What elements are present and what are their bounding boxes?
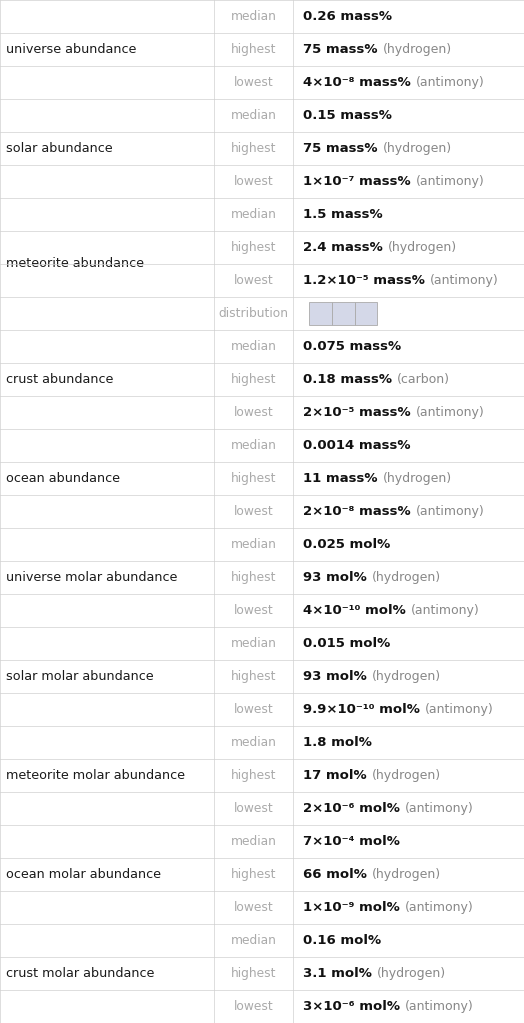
- Text: lowest: lowest: [234, 802, 274, 815]
- Text: 0.0014 mass%: 0.0014 mass%: [303, 439, 410, 452]
- Text: 75 mass%: 75 mass%: [303, 43, 377, 56]
- Text: lowest: lowest: [234, 901, 274, 914]
- Text: (hydrogen): (hydrogen): [372, 769, 441, 782]
- Text: 4×10⁻¹⁰ mol%: 4×10⁻¹⁰ mol%: [303, 604, 406, 617]
- Text: lowest: lowest: [234, 505, 274, 518]
- Text: 93 mol%: 93 mol%: [303, 571, 367, 584]
- Text: 11 mass%: 11 mass%: [303, 472, 377, 485]
- Text: median: median: [231, 934, 277, 947]
- Text: (antimony): (antimony): [430, 274, 499, 287]
- Text: crust abundance: crust abundance: [6, 373, 114, 386]
- Text: highest: highest: [231, 868, 276, 881]
- Text: (antimony): (antimony): [405, 901, 474, 914]
- Text: 0.075 mass%: 0.075 mass%: [303, 340, 401, 353]
- Text: (hydrogen): (hydrogen): [388, 241, 457, 254]
- Text: highest: highest: [231, 472, 276, 485]
- Text: 4×10⁻⁸ mass%: 4×10⁻⁸ mass%: [303, 76, 411, 89]
- Text: lowest: lowest: [234, 274, 274, 287]
- Text: highest: highest: [231, 142, 276, 155]
- Text: median: median: [231, 340, 277, 353]
- Text: median: median: [231, 736, 277, 749]
- Text: highest: highest: [231, 241, 276, 254]
- Text: universe molar abundance: universe molar abundance: [6, 571, 178, 584]
- Text: 2×10⁻⁶ mol%: 2×10⁻⁶ mol%: [303, 802, 400, 815]
- Text: lowest: lowest: [234, 703, 274, 716]
- Text: 3×10⁻⁶ mol%: 3×10⁻⁶ mol%: [303, 1000, 400, 1013]
- Text: 0.015 mol%: 0.015 mol%: [303, 637, 390, 650]
- Text: 17 mol%: 17 mol%: [303, 769, 366, 782]
- Text: lowest: lowest: [234, 76, 274, 89]
- Text: (antimony): (antimony): [416, 175, 485, 188]
- Text: 0.15 mass%: 0.15 mass%: [303, 109, 392, 122]
- Text: highest: highest: [231, 43, 276, 56]
- Text: median: median: [231, 10, 277, 23]
- Text: highest: highest: [231, 373, 276, 386]
- Text: 3.1 mol%: 3.1 mol%: [303, 967, 372, 980]
- Text: highest: highest: [231, 967, 276, 980]
- Text: universe abundance: universe abundance: [6, 43, 137, 56]
- Text: ocean molar abundance: ocean molar abundance: [6, 868, 161, 881]
- Text: solar molar abundance: solar molar abundance: [6, 670, 154, 683]
- Text: 0.18 mass%: 0.18 mass%: [303, 373, 392, 386]
- Text: 0.16 mol%: 0.16 mol%: [303, 934, 381, 947]
- Text: median: median: [231, 835, 277, 848]
- Text: highest: highest: [231, 571, 276, 584]
- Text: (hydrogen): (hydrogen): [372, 571, 441, 584]
- Text: median: median: [231, 439, 277, 452]
- Text: (antimony): (antimony): [425, 703, 494, 716]
- Text: ocean abundance: ocean abundance: [6, 472, 121, 485]
- Bar: [309, 302, 332, 325]
- Text: highest: highest: [231, 670, 276, 683]
- Text: lowest: lowest: [234, 406, 274, 419]
- Text: median: median: [231, 109, 277, 122]
- Text: (hydrogen): (hydrogen): [383, 142, 452, 155]
- Text: crust molar abundance: crust molar abundance: [6, 967, 155, 980]
- Text: (hydrogen): (hydrogen): [377, 967, 446, 980]
- Text: lowest: lowest: [234, 1000, 274, 1013]
- Text: median: median: [231, 637, 277, 650]
- Text: 1.5 mass%: 1.5 mass%: [303, 208, 383, 221]
- Text: meteorite abundance: meteorite abundance: [6, 258, 144, 270]
- Text: (hydrogen): (hydrogen): [372, 868, 441, 881]
- Text: median: median: [231, 208, 277, 221]
- Text: (antimony): (antimony): [416, 76, 485, 89]
- Text: 0.26 mass%: 0.26 mass%: [303, 10, 392, 23]
- Text: 2.4 mass%: 2.4 mass%: [303, 241, 383, 254]
- Text: 1.2×10⁻⁵ mass%: 1.2×10⁻⁵ mass%: [303, 274, 425, 287]
- Text: 0.025 mol%: 0.025 mol%: [303, 538, 390, 551]
- Text: (hydrogen): (hydrogen): [383, 43, 452, 56]
- Text: highest: highest: [231, 769, 276, 782]
- Text: distribution: distribution: [219, 307, 289, 320]
- Text: lowest: lowest: [234, 175, 274, 188]
- Text: 1×10⁻⁷ mass%: 1×10⁻⁷ mass%: [303, 175, 410, 188]
- Text: lowest: lowest: [234, 604, 274, 617]
- Text: (antimony): (antimony): [405, 802, 474, 815]
- Text: (hydrogen): (hydrogen): [383, 472, 452, 485]
- Text: 75 mass%: 75 mass%: [303, 142, 377, 155]
- Bar: [355, 302, 377, 325]
- Text: (antimony): (antimony): [411, 604, 479, 617]
- Text: (hydrogen): (hydrogen): [372, 670, 441, 683]
- Text: 2×10⁻⁸ mass%: 2×10⁻⁸ mass%: [303, 505, 410, 518]
- Bar: [332, 302, 355, 325]
- Text: (antimony): (antimony): [405, 1000, 474, 1013]
- Text: (carbon): (carbon): [397, 373, 450, 386]
- Text: (antimony): (antimony): [416, 505, 485, 518]
- Text: solar abundance: solar abundance: [6, 142, 113, 155]
- Text: 7×10⁻⁴ mol%: 7×10⁻⁴ mol%: [303, 835, 400, 848]
- Text: 66 mol%: 66 mol%: [303, 868, 367, 881]
- Text: 9.9×10⁻¹⁰ mol%: 9.9×10⁻¹⁰ mol%: [303, 703, 420, 716]
- Text: 2×10⁻⁵ mass%: 2×10⁻⁵ mass%: [303, 406, 410, 419]
- Text: 1×10⁻⁹ mol%: 1×10⁻⁹ mol%: [303, 901, 400, 914]
- Text: meteorite molar abundance: meteorite molar abundance: [6, 769, 185, 782]
- Text: median: median: [231, 538, 277, 551]
- Text: (antimony): (antimony): [416, 406, 485, 419]
- Text: 93 mol%: 93 mol%: [303, 670, 367, 683]
- Text: 1.8 mol%: 1.8 mol%: [303, 736, 372, 749]
